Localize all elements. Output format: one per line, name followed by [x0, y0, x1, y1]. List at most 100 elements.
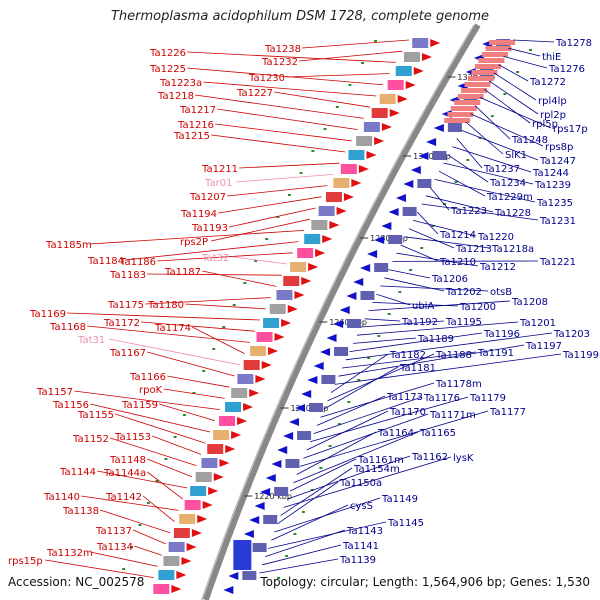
right-leader-line: [503, 56, 548, 69]
rrna-block: [471, 70, 498, 75]
gc-skew-dot: [367, 357, 371, 359]
right-gene-label: Ta1165: [419, 428, 456, 439]
gene-arrow-forward: [329, 221, 340, 229]
gene-arrow-forward: [225, 445, 236, 453]
gene-arrow-forward: [202, 501, 213, 509]
gene-block-right: [237, 585, 252, 594]
rrna-block: [489, 40, 516, 45]
gene-block-left: [263, 318, 280, 328]
gene-arrow-reverse: [265, 474, 276, 482]
left-gene-label: Ta1166: [129, 372, 166, 383]
gene-block-left: [333, 178, 350, 188]
gene-block-left: [163, 556, 180, 566]
genome-backbone-highlight: [200, 24, 475, 600]
gene-block-left: [311, 220, 328, 230]
left-gene-label: Ta1183: [109, 270, 146, 281]
gene-arrow-reverse: [433, 124, 444, 132]
right-leader-line: [425, 195, 494, 213]
right-leader-line: [342, 351, 477, 369]
right-gene-label: rps8p: [545, 142, 573, 153]
right-gene-label: Ta1237: [483, 164, 520, 175]
left-gene-label: Ta1180: [147, 300, 184, 311]
gc-skew-dot: [335, 106, 339, 108]
right-leader-line: [368, 300, 511, 311]
gene-block-right: [247, 557, 262, 566]
right-leader-line: [443, 162, 534, 185]
left-leader-line: [202, 270, 277, 287]
left-leader-line: [274, 91, 371, 108]
gene-arrow-forward: [219, 459, 230, 467]
gene-block-right: [447, 123, 462, 132]
left-gene-label: Ta1238: [264, 44, 301, 55]
gene-arrow-reverse: [403, 180, 414, 188]
right-gene-label: Ta1231: [539, 216, 576, 227]
gc-skew-dot: [387, 313, 391, 315]
left-leader-line: [134, 545, 162, 556]
right-leader-line: [334, 353, 562, 385]
gene-arrow-reverse: [388, 208, 399, 216]
left-gene-label: Ta1187: [164, 267, 201, 278]
left-gene-label: Ta1169: [29, 309, 66, 320]
gene-block-left: [219, 416, 236, 426]
left-gene-label: Ta1142: [105, 492, 142, 503]
left-leader-line: [147, 458, 192, 478]
gc-skew-dot: [232, 304, 236, 306]
gene-block-right: [257, 529, 272, 538]
gc-skew-dot: [328, 445, 332, 447]
right-gene-label: Ta1139: [339, 555, 376, 566]
left-gene-label: Ta1174: [154, 323, 191, 334]
gene-block-left: [269, 304, 286, 314]
gc-skew-dot: [130, 546, 134, 548]
gene-block-right: [297, 431, 312, 440]
gc-skew-dot: [164, 458, 168, 460]
right-leader-line: [465, 121, 504, 155]
right-gene-label: Ta1196: [483, 329, 520, 340]
left-leader-line: [192, 326, 245, 354]
gc-skew-dot: [299, 172, 303, 174]
gene-arrow-forward: [191, 529, 202, 537]
right-leader-line: [271, 504, 349, 541]
gene-block-right: [395, 221, 410, 230]
right-gene-label: Ta1145: [387, 518, 424, 529]
left-leader-line: [185, 303, 266, 310]
right-gene-label: Ta1143: [346, 526, 383, 537]
right-leader-line: [316, 395, 386, 426]
left-leader-line: [159, 403, 216, 422]
gene-arrow-forward: [336, 207, 347, 215]
left-gene-label: Ta1134: [96, 542, 133, 553]
right-gene-label: Ta1178m: [435, 379, 482, 390]
gene-arrow-forward: [281, 319, 292, 327]
gene-arrow-reverse: [313, 362, 324, 370]
gene-arrow-reverse: [353, 278, 364, 286]
left-leader-line: [90, 403, 211, 433]
gene-block-right: [374, 263, 389, 272]
left-leader-line: [67, 312, 261, 321]
left-gene-label: Ta1218: [157, 91, 194, 102]
right-gene-label: Ta1203: [553, 329, 590, 340]
right-leader-line: [259, 558, 339, 574]
left-leader-line: [167, 375, 230, 388]
right-gene-label: Ta1150a: [339, 478, 382, 489]
left-gene-label: Ta1223a: [159, 78, 202, 89]
right-leader-line: [265, 529, 346, 557]
gene-block-right: [367, 277, 382, 286]
gc-skew-dot: [466, 159, 470, 161]
left-gene-label: Ta1132m: [46, 548, 93, 559]
gene-arrow-reverse: [381, 222, 392, 230]
right-gene-label: Ta1188: [435, 350, 472, 361]
gene-arrow-forward: [171, 585, 182, 593]
rrna-block: [457, 94, 484, 99]
right-leader-line: [293, 431, 419, 484]
gene-arrow-reverse: [333, 320, 344, 328]
gene-arrow-reverse: [418, 152, 429, 160]
right-leader-line: [262, 544, 342, 566]
gene-block-right: [360, 291, 375, 300]
gc-skew-dot: [374, 40, 377, 42]
rrna-block: [444, 118, 471, 123]
rrna-block: [447, 112, 474, 117]
gc-skew-dot: [146, 502, 150, 504]
gene-arrow-forward: [287, 305, 298, 313]
rrna-block: [464, 82, 491, 87]
right-gene-label: rpl2p: [540, 110, 566, 121]
